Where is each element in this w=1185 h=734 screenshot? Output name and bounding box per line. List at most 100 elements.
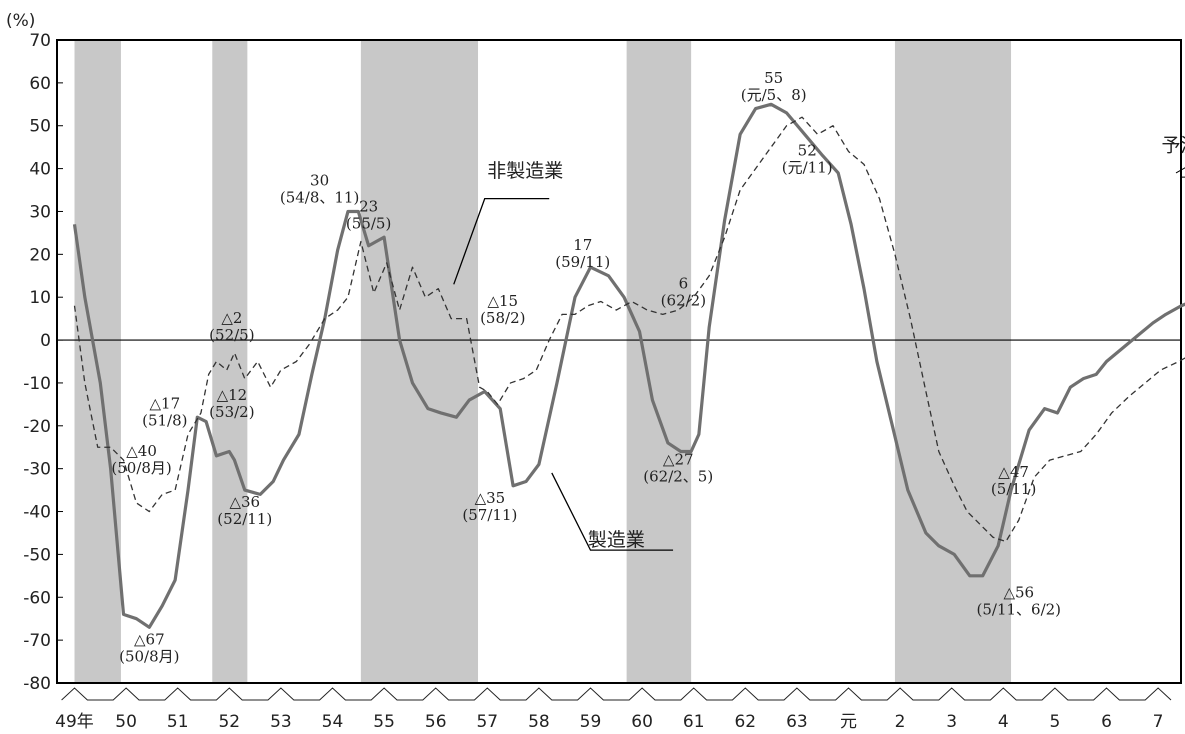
annotation-text: (54/8、11): [280, 189, 359, 207]
series-label-leader: [551, 472, 674, 551]
annotation: △12(53/2): [209, 386, 254, 421]
annotation-text: (52/11): [217, 510, 272, 528]
series-label-manufacturing: 製造業: [588, 529, 645, 551]
y-tick-label: -80: [23, 674, 51, 694]
x-tick-label: 57: [476, 712, 498, 732]
x-tick-label: 7: [1153, 712, 1164, 732]
series-line-non-manufacturing: [73, 116, 1185, 543]
x-tick-label: 6: [1101, 712, 1112, 732]
x-tick-label: 50: [115, 712, 137, 732]
annotation: 52(元/11): [782, 142, 833, 177]
x-tick-label: 58: [528, 712, 550, 732]
x-tick-label: 55: [373, 712, 395, 732]
annotation: △27(62/2、5): [643, 450, 713, 485]
y-tick-label: 60: [29, 74, 51, 94]
y-tick-label: -60: [23, 588, 51, 608]
annotation: △36(52/11): [217, 493, 272, 528]
x-tick-label: 49年: [55, 712, 94, 732]
annotation-text: 52: [798, 142, 817, 160]
annotation-text: (55/5): [346, 214, 391, 232]
annotation: △35(57/11): [462, 489, 517, 524]
annotations: △67(50/8月)△40(50/8月)△17(51/8)△2(52/5)△12…: [111, 69, 1061, 666]
plot-frame: [56, 39, 1182, 684]
annotation-text: 23: [359, 197, 378, 215]
y-tick-label: -10: [23, 374, 51, 394]
series-label-non-manufacturing: 非製造業: [487, 160, 563, 182]
y-tick-label: 0: [40, 331, 51, 351]
x-tick-label: 52: [218, 712, 240, 732]
recession-bands: [74, 40, 1012, 683]
x-tick-label: 59: [580, 712, 602, 732]
y-tick-label: 40: [29, 160, 51, 180]
x-tick-label: 4: [998, 712, 1009, 732]
annotation-text: △56: [1003, 583, 1034, 601]
y-axis-unit-label: (%): [6, 11, 35, 31]
annotation: 55(元/5、8): [741, 69, 807, 104]
y-tick-label: 30: [29, 202, 51, 222]
x-tick-label: 61: [683, 712, 705, 732]
annotation-text: (57/11): [462, 506, 517, 524]
series-label-leader: [453, 197, 550, 285]
annotation-text: (50/8月): [119, 647, 179, 665]
y-tick-label: -70: [23, 631, 51, 651]
annotation: △17(51/8): [142, 395, 187, 430]
x-tick-label: 3: [946, 712, 957, 732]
annotation-text: (59/11): [555, 253, 610, 271]
annotation-text: △47: [998, 463, 1029, 481]
annotation-text: 55: [764, 69, 783, 87]
annotation: △67(50/8月): [119, 630, 179, 665]
annotation-text: △27: [663, 450, 694, 468]
annotation-text: (50/8月): [111, 459, 171, 477]
annotation-text: (51/8): [142, 412, 187, 430]
annotation-text: (5/11、6/2): [977, 600, 1062, 618]
y-tick-label: -30: [23, 460, 51, 480]
annotation-text: △15: [487, 292, 518, 310]
annotation-text: △17: [149, 395, 180, 413]
y-tick-label: 20: [29, 245, 51, 265]
annotation-text: △35: [475, 489, 506, 507]
recession-band: [212, 40, 248, 683]
annotation: 6(62/2): [661, 275, 706, 310]
y-tick-label: -50: [23, 545, 51, 565]
x-tick-label: 63: [786, 712, 808, 732]
y-tick-label: 10: [29, 288, 51, 308]
annotation-text: △40: [126, 442, 157, 460]
recession-band: [894, 40, 1012, 683]
annotation-text: △2: [221, 309, 242, 327]
x-tick-label: 53: [270, 712, 292, 732]
annotation-text: (元/5、8): [741, 86, 807, 104]
x-tick-label: 62: [734, 712, 756, 732]
annotation-text: △67: [134, 630, 165, 648]
annotation: △15(58/2): [480, 292, 525, 327]
series-lines: [72, 102, 1185, 629]
annotation: △56(5/11、6/2): [977, 583, 1062, 618]
annotation: △2(52/5): [209, 309, 254, 344]
x-tick-label: 2: [895, 712, 906, 732]
annotation-text: (58/2): [480, 309, 525, 327]
annotation-text: (53/2): [209, 403, 254, 421]
axes: 706050403020100-10-20-30-40-50-60-70-804…: [23, 31, 1182, 732]
x-tick-label: 51: [167, 712, 189, 732]
y-tick-label: 70: [29, 31, 51, 51]
annotation-text: △12: [217, 386, 248, 404]
annotation-text: 17: [573, 236, 592, 254]
annotation: △40(50/8月): [111, 442, 171, 477]
annotation-text: (52/5): [209, 326, 254, 344]
x-tick-label: 56: [425, 712, 447, 732]
y-tick-label: -20: [23, 417, 51, 437]
x-tick-label: 60: [631, 712, 653, 732]
x-tick-label: 5: [1049, 712, 1060, 732]
annotation: 23(55/5): [346, 197, 391, 232]
annotation-text: 30: [310, 172, 329, 190]
forecast-label: 予測: [1162, 134, 1185, 156]
recession-band: [360, 40, 479, 683]
annotation-text: (5/11): [991, 480, 1036, 498]
x-tick-label: 元: [840, 712, 857, 732]
annotation-text: (62/2): [661, 292, 706, 310]
series-line-manufacturing: [72, 102, 1185, 629]
x-axis-zigzag: [61, 687, 1172, 701]
x-tick-label: 54: [322, 712, 344, 732]
y-tick-label: -40: [23, 503, 51, 523]
